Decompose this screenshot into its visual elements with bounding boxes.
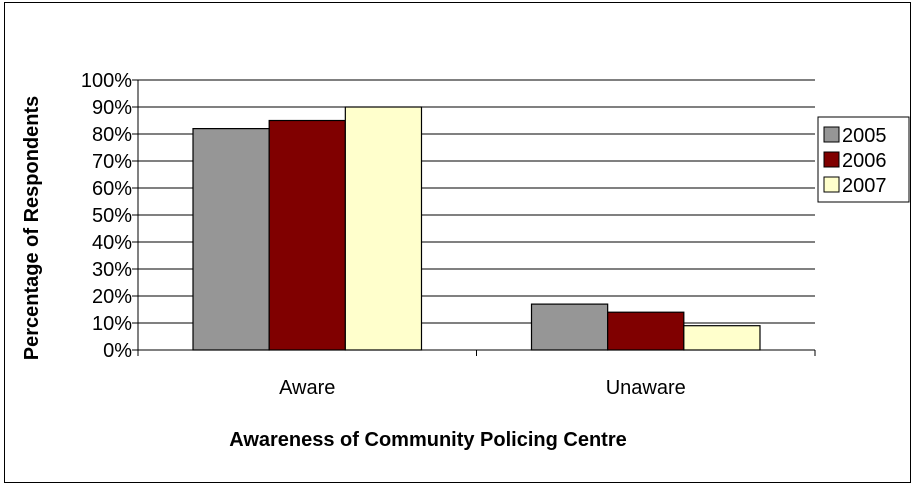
- y-tick-label: 70%: [92, 151, 132, 173]
- bar-aware-2006: [268, 119, 346, 351]
- legend: 2005 2006 2007: [817, 116, 910, 203]
- bar-unaware-2006: [607, 311, 685, 351]
- y-tick-label: 30%: [92, 259, 132, 281]
- x-tick-label: Unaware: [606, 377, 686, 399]
- bars: [192, 106, 761, 351]
- bar-aware-2005: [192, 128, 270, 351]
- axes: [137, 80, 816, 356]
- y-tick-label: 100%: [81, 70, 132, 92]
- legend-label-2006: 2006: [842, 150, 887, 172]
- y-tick-labels: 0% 10% 20% 30% 40% 50% 60% 70% 80% 90% 100%: [81, 70, 132, 362]
- y-tick-label: 80%: [92, 124, 132, 146]
- y-tick-label: 10%: [92, 313, 132, 335]
- y-tick-label: 0%: [103, 340, 132, 362]
- legend-swatch-2005: [823, 126, 840, 143]
- legend-swatch-2007: [823, 176, 840, 193]
- legend-label-2005: 2005: [842, 125, 887, 147]
- y-axis-title: Percentage of Respondents: [21, 96, 43, 361]
- x-tick-label: Aware: [279, 377, 335, 399]
- y-tick-label: 40%: [92, 232, 132, 254]
- bar-aware-2007: [344, 106, 423, 351]
- legend-swatch-2006: [823, 151, 840, 168]
- y-tick-label: 20%: [92, 286, 132, 308]
- bar-unaware-2005: [530, 303, 609, 351]
- y-tick-label: 50%: [92, 205, 132, 227]
- x-axis-title: Awareness of Community Policing Centre: [229, 429, 627, 451]
- bar-unaware-2007: [683, 325, 761, 351]
- x-tick-labels: Aware Unaware: [279, 377, 686, 399]
- legend-items: 2005 2006 2007: [823, 125, 887, 197]
- y-tick-label: 60%: [92, 178, 132, 200]
- y-tick-label: 90%: [92, 97, 132, 119]
- legend-label-2007: 2007: [842, 175, 887, 197]
